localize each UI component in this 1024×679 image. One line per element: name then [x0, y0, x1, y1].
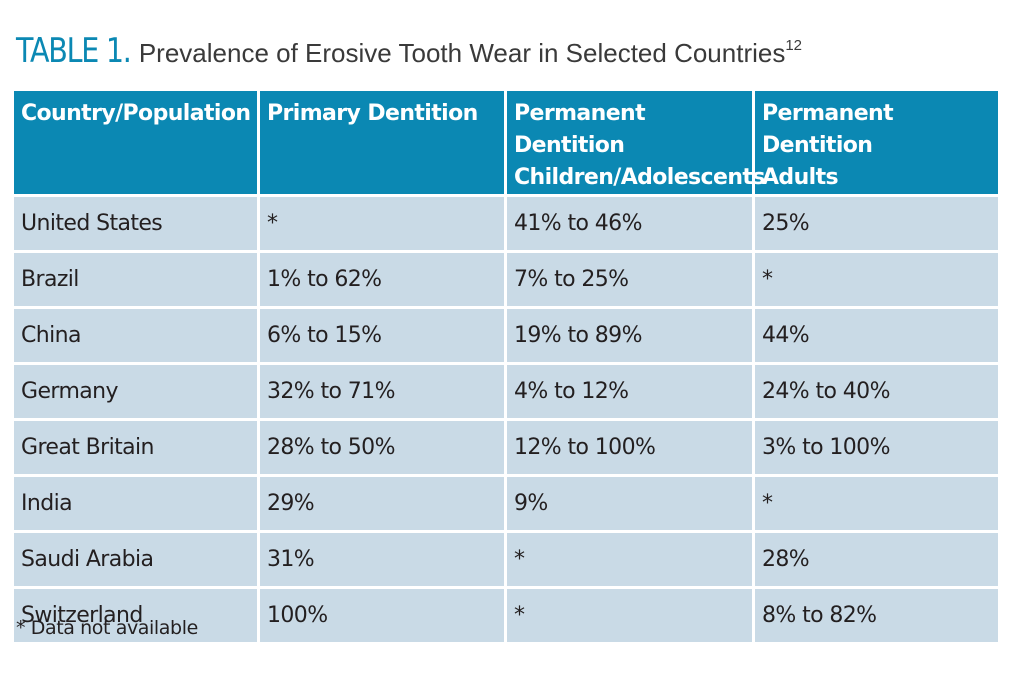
cell-permanent-children: 19% to 89% [507, 306, 755, 362]
cell-permanent-adults: 3% to 100% [755, 418, 998, 474]
cell-primary: 28% to 50% [260, 418, 507, 474]
cell-permanent-adults: 8% to 82% [755, 586, 998, 642]
footnote: * Data not available [16, 617, 198, 639]
table-title: TABLE 1. Prevalence of Erosive Tooth Wea… [16, 34, 802, 68]
cell-country: Brazil [14, 250, 260, 306]
prevalence-table: Country/Population Primary Dentition Per… [14, 91, 998, 642]
table-row: China 6% to 15% 19% to 89% 44% [14, 306, 998, 362]
header-line: Permanent Dentition [762, 101, 894, 158]
cell-primary: 32% to 71% [260, 362, 507, 418]
table-row: Brazil 1% to 62% 7% to 25% * [14, 250, 998, 306]
cell-permanent-adults: 25% [755, 194, 998, 250]
cell-country: Saudi Arabia [14, 530, 260, 586]
header-permanent-children: Permanent Dentition Children/Adolescents [507, 91, 765, 194]
cell-primary: 6% to 15% [260, 306, 507, 362]
cell-permanent-children: 7% to 25% [507, 250, 755, 306]
header-line: Adults [762, 165, 839, 190]
cell-primary: 1% to 62% [260, 250, 507, 306]
header-line: Children/Adolescents [514, 165, 765, 190]
header-line: Country/Population [21, 101, 251, 126]
cell-permanent-adults: 24% to 40% [755, 362, 998, 418]
header-country: Country/Population [14, 91, 260, 194]
cell-permanent-children: 41% to 46% [507, 194, 755, 250]
cell-permanent-adults: * [755, 250, 998, 306]
cell-primary: 31% [260, 530, 507, 586]
cell-permanent-children: * [507, 586, 755, 642]
table-title-text: Prevalence of Erosive Tooth Wear in Sele… [138, 38, 786, 68]
cell-primary: 100% [260, 586, 507, 642]
cell-country: Great Britain [14, 418, 260, 474]
table-row: Switzerland 100% * 8% to 82% [14, 586, 998, 642]
cell-country: United States [14, 194, 260, 250]
cell-country: Germany [14, 362, 260, 418]
cell-permanent-children: 4% to 12% [507, 362, 755, 418]
cell-permanent-children: 9% [507, 474, 755, 530]
header-primary-dentition: Primary Dentition [260, 91, 507, 194]
cell-permanent-children: 12% to 100% [507, 418, 755, 474]
table-title-label: TABLE 1. [16, 31, 132, 71]
reference-superscript: 12 [785, 37, 803, 54]
cell-country: India [14, 474, 260, 530]
table-row: India 29% 9% * [14, 474, 998, 530]
table-row: Great Britain 28% to 50% 12% to 100% 3% … [14, 418, 998, 474]
header-row: Country/Population Primary Dentition Per… [14, 91, 998, 194]
cell-permanent-children: * [507, 530, 755, 586]
table-row: Germany 32% to 71% 4% to 12% 24% to 40% [14, 362, 998, 418]
table-row: Saudi Arabia 31% * 28% [14, 530, 998, 586]
cell-permanent-adults: * [755, 474, 998, 530]
cell-permanent-adults: 44% [755, 306, 998, 362]
cell-country: China [14, 306, 260, 362]
cell-country: Switzerland [14, 586, 260, 642]
header-line: Permanent Dentition [514, 101, 646, 158]
header-line: Primary Dentition [267, 101, 478, 126]
cell-primary: 29% [260, 474, 507, 530]
cell-permanent-adults: 28% [755, 530, 998, 586]
header-permanent-adults: Permanent Dentition Adults [755, 91, 998, 194]
table-row: United States * 41% to 46% 25% [14, 194, 998, 250]
cell-primary: * [260, 194, 507, 250]
